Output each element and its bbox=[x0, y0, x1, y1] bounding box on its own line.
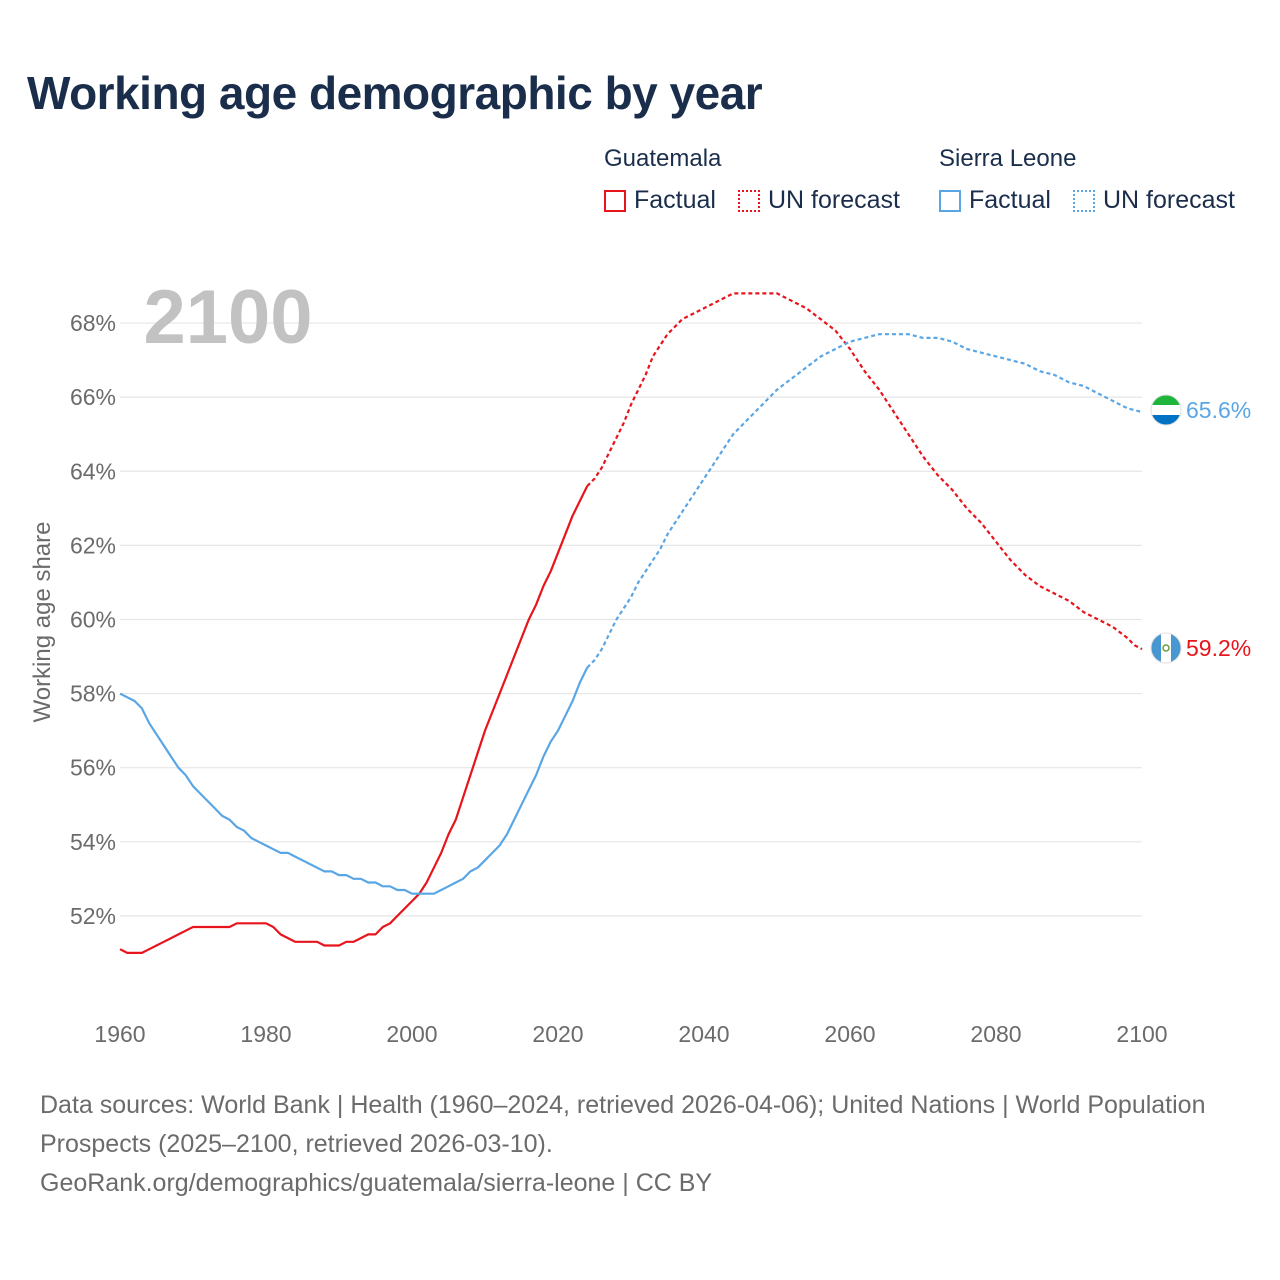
legend-label: UN forecast bbox=[768, 186, 900, 214]
x-tick-label: 2000 bbox=[386, 1021, 437, 1047]
end-label-guatemala: 59.2% bbox=[1186, 635, 1251, 661]
legend-label: UN forecast bbox=[1103, 186, 1235, 214]
flag-sierra-leone bbox=[1150, 394, 1182, 426]
x-tick-label: 2080 bbox=[970, 1021, 1021, 1047]
legend-swatch-dotted bbox=[1073, 189, 1095, 212]
legend-group-sierra-leone: Sierra Leone bbox=[939, 145, 1077, 172]
y-tick-label: 64% bbox=[70, 458, 116, 484]
y-tick-label: 68% bbox=[70, 310, 116, 336]
legend-sierra-leone-forecast[interactable]: UN forecast bbox=[1073, 186, 1235, 215]
legend-swatch-dotted bbox=[738, 189, 760, 212]
series-line-sierra-leone-forecast[interactable] bbox=[586, 333, 1143, 669]
series-line-sierra-leone-factual[interactable] bbox=[119, 667, 589, 895]
line-chart: 2100 52% 54% 56% 58% 60% 62% 64% 66% 68% 1960 198… bbox=[29, 275, 1251, 1047]
footer: Data sources: World Bank | Health (1960–… bbox=[40, 1086, 1220, 1203]
y-tick-label: 56% bbox=[70, 755, 116, 781]
series-line-guatemala-forecast[interactable] bbox=[586, 292, 1143, 651]
series-line-guatemala-factual[interactable] bbox=[119, 485, 589, 954]
legend-guatemala-forecast[interactable]: UN forecast bbox=[738, 186, 900, 215]
end-label-sierra-leone: 65.6% bbox=[1186, 397, 1251, 423]
y-tick-label: 52% bbox=[70, 903, 116, 929]
x-tick-label: 2100 bbox=[1116, 1021, 1167, 1047]
y-tick-label: 58% bbox=[70, 681, 116, 707]
chart-title: Working age demographic by year bbox=[27, 67, 763, 119]
year-watermark: 2100 bbox=[143, 275, 312, 360]
source-link[interactable]: GeoRank.org/demographics/guatemala/sierr… bbox=[40, 1169, 713, 1197]
x-tick-label: 1980 bbox=[240, 1021, 291, 1047]
y-tick-label: 60% bbox=[70, 606, 116, 632]
x-tick-label: 2060 bbox=[824, 1021, 875, 1047]
x-tick-label: 1960 bbox=[94, 1021, 145, 1047]
legend-swatch-solid bbox=[604, 189, 626, 212]
legend-label: Factual bbox=[634, 186, 716, 214]
y-tick-label: 62% bbox=[70, 532, 116, 558]
data-sources: Data sources: World Bank | Health (1960–… bbox=[40, 1091, 1206, 1158]
y-tick-label: 66% bbox=[70, 384, 116, 410]
legend-group-guatemala: Guatemala bbox=[604, 145, 722, 172]
legend-swatch-solid bbox=[939, 189, 961, 212]
legend-label: Factual bbox=[969, 186, 1051, 214]
y-tick-label: 54% bbox=[70, 829, 116, 855]
y-axis-title: Working age share bbox=[29, 522, 56, 723]
x-tick-label: 2040 bbox=[678, 1021, 729, 1047]
legend-sierra-leone-factual[interactable]: Factual bbox=[939, 186, 1051, 215]
x-tick-label: 2020 bbox=[532, 1021, 583, 1047]
flag-guatemala bbox=[1150, 632, 1182, 664]
legend-guatemala-factual[interactable]: Factual bbox=[604, 186, 716, 215]
